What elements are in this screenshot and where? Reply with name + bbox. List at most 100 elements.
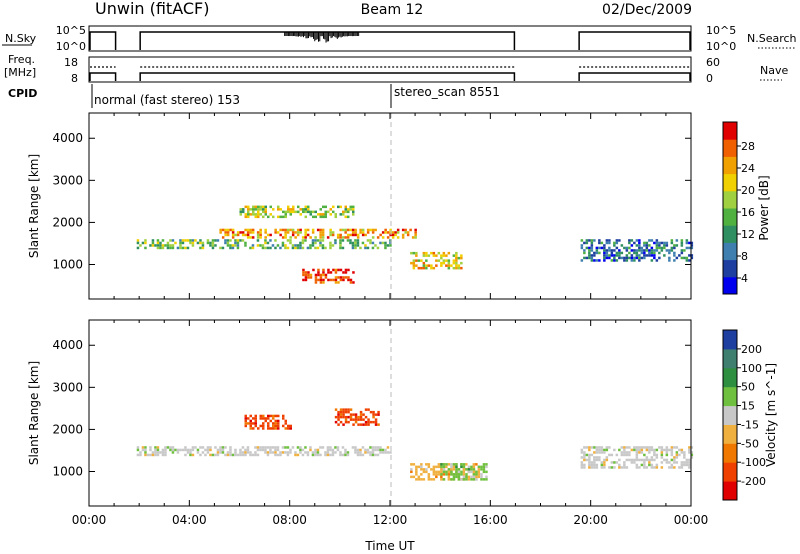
data-cell: [164, 448, 167, 452]
data-cell: [386, 236, 390, 239]
data-cell: [291, 446, 295, 449]
data-cell: [608, 453, 611, 457]
data-cell: [331, 244, 335, 247]
data-cell: [342, 271, 345, 274]
x-tick-label: 08:00: [272, 513, 307, 527]
data-cell: [585, 239, 589, 242]
data-cell: [296, 446, 300, 449]
data-cell: [312, 215, 315, 219]
data-cell: [580, 456, 584, 459]
data-cell: [583, 251, 586, 255]
data-cell: [374, 423, 378, 426]
data-cell: [613, 466, 616, 469]
data-cell: [314, 239, 317, 242]
data-cell: [665, 244, 669, 247]
data-cell: [472, 468, 476, 471]
data-cell: [221, 451, 225, 454]
data-cell: [615, 239, 619, 242]
data-cell: [169, 448, 172, 452]
data-cell: [342, 413, 345, 416]
data-cell: [354, 415, 358, 419]
data-cell: [450, 478, 453, 481]
data-cell: [450, 264, 453, 267]
x-tick-label: 16:00: [473, 513, 508, 527]
data-cell: [331, 448, 335, 452]
data-cell: [422, 468, 426, 471]
data-cell: [613, 249, 616, 252]
data-cell: [244, 215, 247, 219]
data-cell: [234, 453, 237, 457]
data-cell: [156, 239, 160, 242]
data-cell: [635, 249, 639, 252]
data-cell: [327, 210, 330, 214]
data-cell: [151, 244, 155, 247]
data-cell: [590, 466, 594, 469]
data-cell: [309, 210, 312, 214]
data-cell: [234, 239, 237, 242]
data-cell: [638, 249, 641, 252]
data-cell: [194, 239, 197, 242]
data-cell: [367, 423, 370, 426]
data-cell: [593, 254, 596, 257]
data-cell: [442, 468, 446, 471]
colorbar-swatch: [723, 330, 737, 350]
data-cell: [364, 420, 368, 424]
data-cell: [432, 470, 436, 474]
data-cell: [259, 414, 262, 418]
data-cell: [356, 244, 360, 247]
data-cell: [181, 246, 185, 250]
data-cell: [673, 259, 676, 262]
data-cell: [665, 453, 669, 457]
data-cell: [321, 446, 325, 449]
data-cell: [209, 453, 212, 457]
data-cell: [366, 231, 370, 234]
colorbar-tick-label: 28: [741, 140, 755, 153]
data-cell: [645, 241, 649, 245]
data-cell: [296, 244, 300, 247]
data-cell: [660, 453, 664, 457]
data-cell: [374, 413, 378, 416]
data-cell: [668, 249, 671, 252]
data-cell: [309, 246, 312, 250]
data-cell: [299, 231, 302, 234]
data-cell: [366, 239, 370, 242]
data-cell: [159, 241, 162, 245]
data-cell: [326, 451, 330, 454]
data-cell: [349, 413, 353, 416]
data-cell: [638, 458, 641, 462]
data-cell: [415, 251, 418, 255]
data-cell: [613, 461, 616, 464]
data-cell: [603, 448, 606, 452]
data-cell: [154, 446, 157, 449]
data-cell: [445, 470, 448, 474]
colorbar-tick-label: 50: [741, 381, 755, 394]
data-cell: [346, 453, 350, 457]
nsky-label: N.Sky: [5, 32, 37, 45]
data-cell: [206, 448, 210, 452]
data-cell: [234, 233, 237, 237]
data-cell: [430, 264, 433, 267]
data-cell: [673, 458, 676, 462]
data-cell: [588, 239, 591, 242]
data-cell: [264, 208, 267, 211]
data-cell: [462, 468, 466, 471]
data-cell: [650, 456, 654, 459]
colorbar-tick-label: 24: [741, 162, 755, 175]
data-cell: [623, 446, 626, 449]
data-cell: [663, 241, 666, 245]
data-cell: [314, 453, 317, 457]
data-cell: [359, 413, 363, 416]
data-cell: [314, 241, 317, 245]
velocity-colorbar-label: Velocity [m s^-1]: [764, 363, 778, 467]
data-cell: [154, 453, 157, 457]
data-cell: [307, 205, 310, 209]
data-cell: [675, 461, 679, 464]
data-cell: [595, 246, 599, 250]
data-cell: [349, 233, 352, 237]
data-cell: [136, 239, 140, 242]
data-cell: [357, 423, 360, 426]
data-cell: [184, 453, 187, 457]
data-cell: [321, 231, 325, 234]
data-cell: [319, 281, 323, 284]
